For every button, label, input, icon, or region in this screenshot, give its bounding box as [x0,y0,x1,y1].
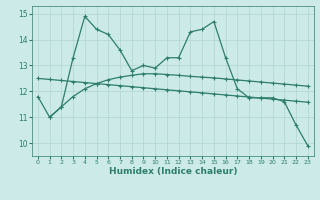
X-axis label: Humidex (Indice chaleur): Humidex (Indice chaleur) [108,167,237,176]
